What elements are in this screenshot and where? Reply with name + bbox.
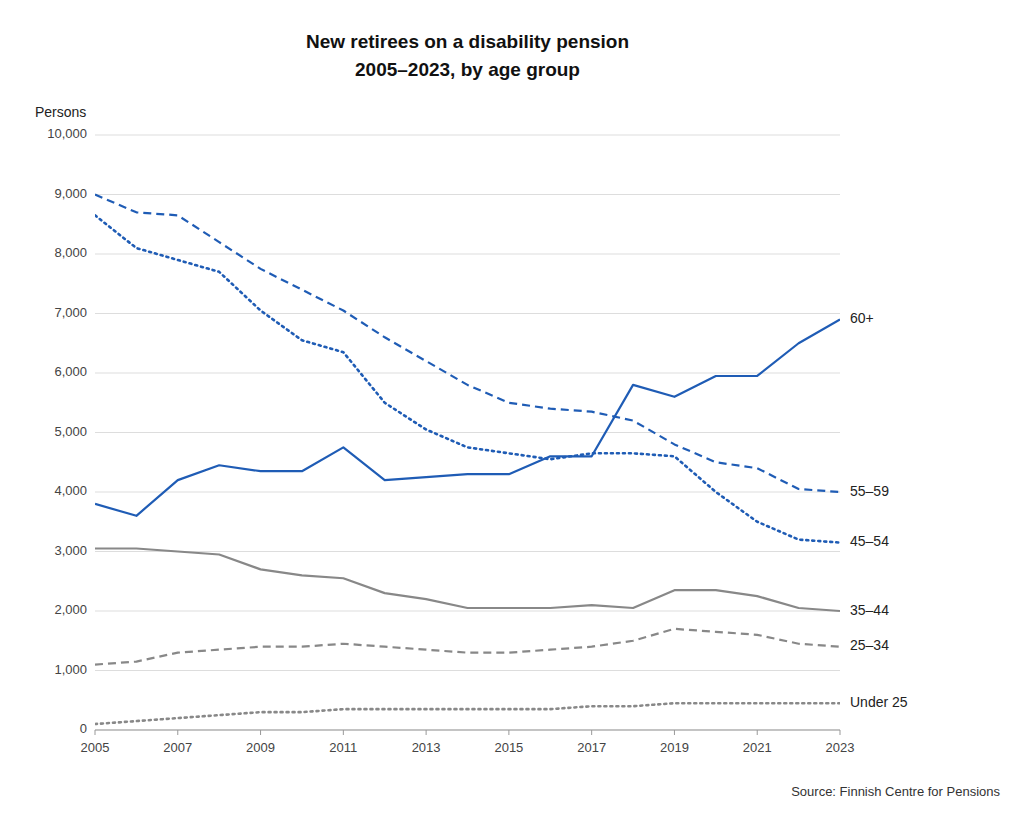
y-tick-label: 4,000: [54, 483, 87, 498]
title: New retirees on a disability pension: [306, 31, 629, 52]
grid-line: [95, 313, 840, 314]
series-label: 60+: [850, 310, 874, 326]
series-label: Under 25: [850, 694, 908, 710]
grid-line: [95, 373, 840, 374]
x-tick: [343, 730, 344, 735]
grid-line: [95, 135, 840, 136]
x-tick: [95, 730, 96, 735]
x-tick-label: 2015: [494, 740, 523, 755]
subtitle: 2005–2023, by age group: [355, 59, 580, 80]
x-tick-label: 2023: [826, 740, 855, 755]
x-tick-label: 2019: [660, 740, 689, 755]
x-tick: [757, 730, 758, 735]
x-tick: [177, 730, 178, 735]
x-tick-label: 2021: [743, 740, 772, 755]
grid: [95, 135, 840, 730]
series-line: [95, 549, 840, 611]
x-tick-label: 2011: [329, 740, 357, 755]
series-label: 35–44: [850, 602, 889, 618]
axes: 0 1,000 2,000 3,000 4,000 5,000 6,000 7,000 8,00…: [47, 126, 854, 755]
x-tick-label: 2009: [246, 740, 275, 755]
x-axis-line: [95, 730, 840, 731]
x-tick: [508, 730, 509, 735]
x-tick: [591, 730, 592, 735]
y-tick-label: 5,000: [54, 424, 87, 439]
grid-line: [95, 194, 840, 195]
series-line: [95, 629, 840, 665]
y-tick-label: 1,000: [54, 662, 87, 677]
grid-line: [95, 611, 840, 612]
grid-line: [95, 432, 840, 433]
background: [0, 0, 1024, 816]
y-tick-label: 7,000: [54, 305, 87, 320]
grid-line: [95, 254, 840, 255]
y-axis-label: Persons: [35, 104, 86, 120]
y-tick-label: 10,000: [47, 126, 87, 141]
x-tick: [674, 730, 675, 735]
chart: 0 1,000 2,000 3,000 4,000 5,000 6,000 7,000 8,00…: [0, 0, 1024, 816]
x-tick: [260, 730, 261, 735]
grid-line: [95, 670, 840, 671]
source-note: Source: Finnish Centre for Pensions: [791, 784, 1000, 799]
y-tick-label: 9,000: [54, 186, 87, 201]
x-tick: [840, 730, 841, 735]
y-tick-label: 8,000: [54, 245, 87, 260]
series-label: 45–54: [850, 533, 889, 549]
plot-area: [95, 195, 840, 725]
y-tick-label: 3,000: [54, 543, 87, 558]
x-tick-label: 2007: [163, 740, 192, 755]
series-label: 25–34: [850, 637, 889, 653]
grid-line: [95, 730, 840, 731]
series-line: [95, 319, 840, 515]
series-label: 55–59: [850, 483, 889, 499]
x-tick-label: 2005: [81, 740, 110, 755]
y-tick-label: 6,000: [54, 364, 87, 379]
x-tick-label: 2017: [577, 740, 606, 755]
y-tick-label: 2,000: [54, 602, 87, 617]
x-tick: [426, 730, 427, 735]
x-tick-label: 2013: [412, 740, 441, 755]
y-tick-label: 0: [80, 721, 87, 736]
grid-line: [95, 551, 840, 552]
series-labels: 55–59 45–54 35–44 25–34 Under 25 60+: [850, 310, 908, 710]
series-line: [95, 215, 840, 542]
grid-line: [95, 492, 840, 493]
series-line: [95, 703, 840, 724]
